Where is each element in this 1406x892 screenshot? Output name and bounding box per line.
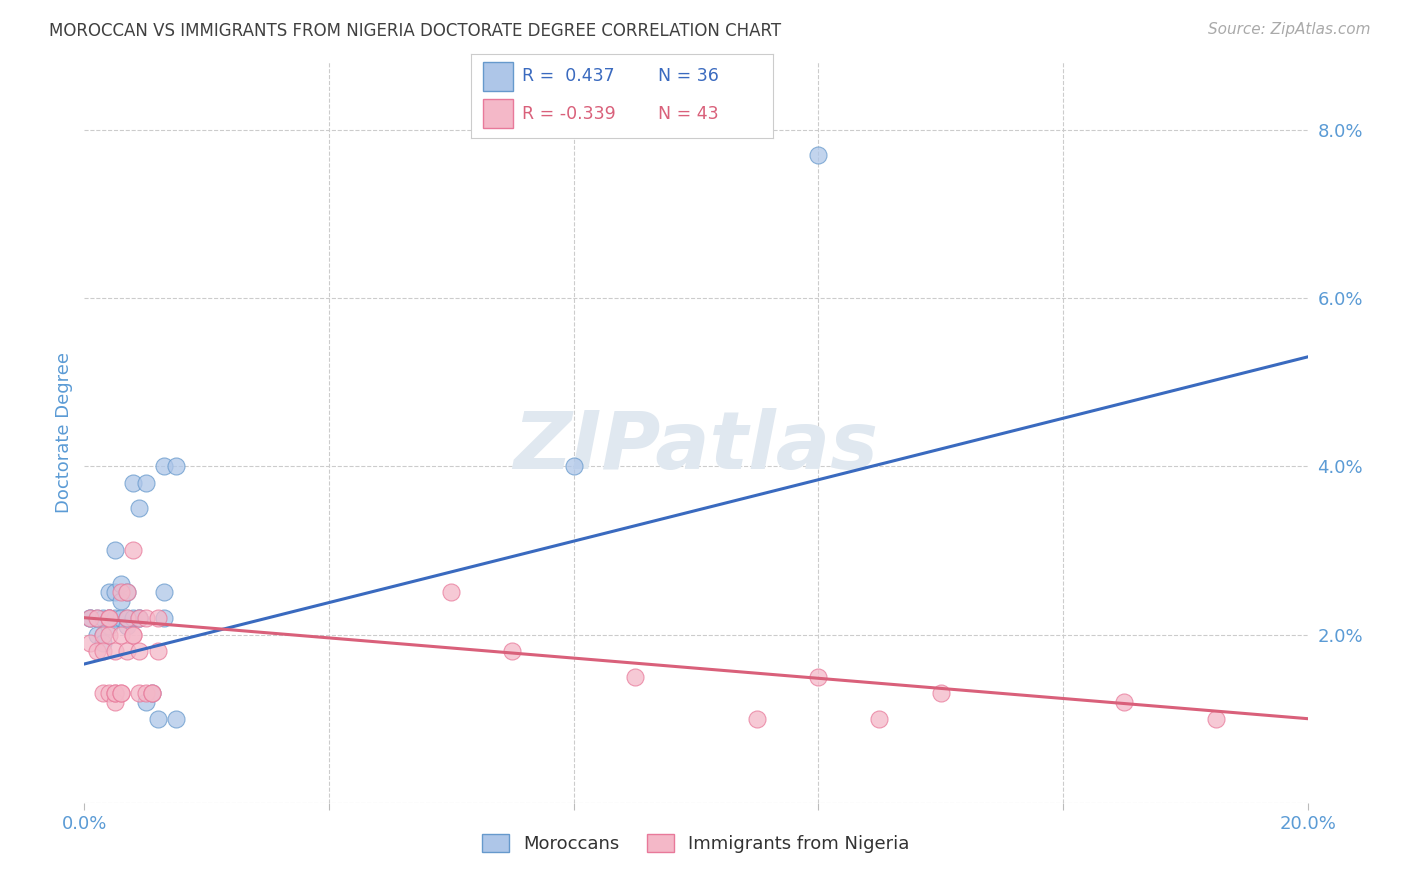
Point	[97, 610, 120, 624]
Point	[110, 686, 132, 700]
Y-axis label: Doctorate Degree: Doctorate Degree	[55, 352, 73, 513]
Point	[122, 476, 145, 491]
Point	[91, 686, 114, 700]
Point	[146, 610, 169, 624]
Point	[502, 644, 524, 658]
Point	[869, 712, 891, 726]
Text: N = 36: N = 36	[658, 68, 720, 86]
Point	[79, 610, 101, 624]
Point	[97, 686, 120, 700]
Text: R = -0.339: R = -0.339	[523, 104, 616, 123]
Point	[115, 610, 138, 624]
Legend: Moroccans, Immigrants from Nigeria: Moroccans, Immigrants from Nigeria	[475, 827, 917, 861]
Point	[115, 644, 138, 658]
Point	[122, 610, 145, 624]
Text: ZIPatlas: ZIPatlas	[513, 409, 879, 486]
Point	[440, 585, 463, 599]
Point	[153, 610, 176, 624]
Point	[141, 686, 163, 700]
Point	[153, 585, 176, 599]
Point	[104, 610, 127, 624]
Point	[110, 577, 132, 591]
Point	[97, 627, 120, 641]
FancyBboxPatch shape	[484, 62, 513, 91]
Point	[128, 644, 150, 658]
Point	[115, 610, 138, 624]
Point	[97, 610, 120, 624]
Point	[165, 712, 187, 726]
Point	[115, 585, 138, 599]
Point	[807, 148, 830, 162]
Point	[86, 627, 108, 641]
Point	[128, 610, 150, 624]
Point	[91, 627, 114, 641]
Point	[110, 594, 132, 608]
Point	[97, 619, 120, 633]
Point	[122, 627, 145, 641]
FancyBboxPatch shape	[484, 99, 513, 128]
Point	[97, 610, 120, 624]
Point	[97, 585, 120, 599]
Point	[86, 610, 108, 624]
Point	[122, 543, 145, 558]
Point	[135, 610, 157, 624]
Point	[110, 610, 132, 624]
Point	[91, 610, 114, 624]
Point	[104, 543, 127, 558]
Point	[1205, 712, 1227, 726]
Point	[624, 670, 647, 684]
Point	[135, 695, 157, 709]
Point	[115, 585, 138, 599]
Point	[141, 686, 163, 700]
Point	[929, 686, 952, 700]
Point	[747, 712, 769, 726]
Point	[104, 686, 127, 700]
Point	[135, 686, 157, 700]
Point	[86, 610, 108, 624]
Point	[86, 644, 108, 658]
Point	[807, 670, 830, 684]
Point	[104, 686, 127, 700]
Point	[1114, 695, 1136, 709]
Point	[146, 644, 169, 658]
Point	[153, 459, 176, 474]
Point	[135, 476, 157, 491]
Text: Source: ZipAtlas.com: Source: ZipAtlas.com	[1208, 22, 1371, 37]
Point	[128, 610, 150, 624]
Point	[122, 627, 145, 641]
Point	[110, 686, 132, 700]
Point	[104, 644, 127, 658]
Point	[91, 636, 114, 650]
Point	[110, 585, 132, 599]
Point	[79, 610, 101, 624]
Point	[91, 627, 114, 641]
Point	[91, 644, 114, 658]
Point	[79, 636, 101, 650]
Text: R =  0.437: R = 0.437	[523, 68, 614, 86]
Point	[128, 686, 150, 700]
Point	[115, 619, 138, 633]
Point	[165, 459, 187, 474]
Point	[79, 610, 101, 624]
Point	[104, 585, 127, 599]
Point	[562, 459, 585, 474]
Text: MOROCCAN VS IMMIGRANTS FROM NIGERIA DOCTORATE DEGREE CORRELATION CHART: MOROCCAN VS IMMIGRANTS FROM NIGERIA DOCT…	[49, 22, 782, 40]
Point	[110, 627, 132, 641]
Point	[128, 501, 150, 516]
Point	[128, 610, 150, 624]
Point	[104, 695, 127, 709]
Point	[146, 712, 169, 726]
Point	[97, 610, 120, 624]
Text: N = 43: N = 43	[658, 104, 718, 123]
Point	[141, 686, 163, 700]
